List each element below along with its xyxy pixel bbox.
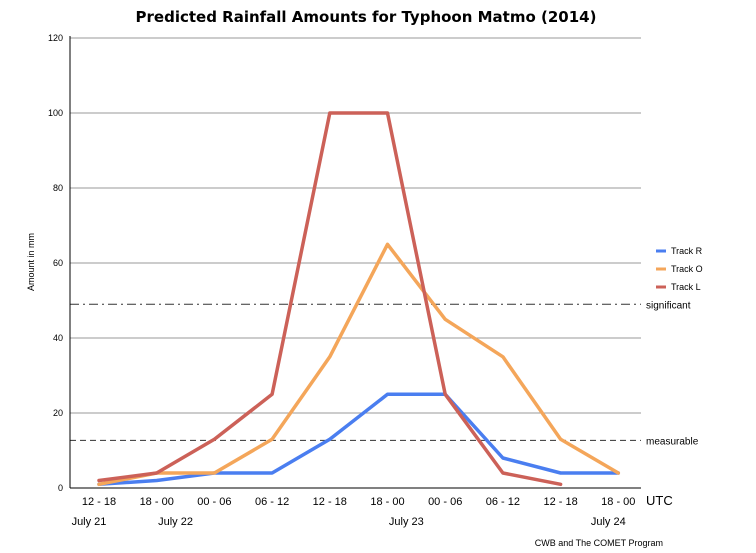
x-axis-unit: UTC [646,493,673,508]
y-tick-label: 80 [53,183,63,193]
credit-text: CWB and The COMET Program [535,538,663,548]
x-tick-label: 18 - 00 [370,496,404,508]
date-label: July 21 [72,516,107,528]
x-tick-labels: 12 - 18 18 - 00 00 - 06 06 - 12 12 - 18 18 - … [82,496,636,508]
date-label: July 24 [591,516,626,528]
reference-line-label: measurable [646,436,699,447]
legend-label: Track L [671,282,701,292]
y-tick-labels: 0 20 40 60 80 100 120 [48,33,63,493]
series-line [97,242,621,487]
reference-line-label: significant [646,300,691,311]
x-tick-label: 06 - 12 [255,496,289,508]
date-label: July 22 [158,516,193,528]
date-label: July 23 [389,516,424,528]
y-tick-label: 0 [58,483,63,493]
series-lines [97,111,621,487]
y-tick-label: 40 [53,333,63,343]
y-tick-label: 20 [53,408,63,418]
y-tick-label: 100 [48,108,63,118]
x-tick-label: 00 - 06 [197,496,231,508]
x-tick-label: 12 - 18 [543,496,577,508]
x-tick-label: 12 - 18 [82,496,116,508]
y-tick-label: 120 [48,33,63,43]
x-tick-label: 00 - 06 [428,496,462,508]
date-labels: July 21 July 22 July 23 July 24 [72,516,626,528]
y-axis-label: Amount in mm [26,233,36,291]
legend-label: Track O [671,264,703,274]
chart-title: Predicted Rainfall Amounts for Typhoon M… [136,8,597,26]
axes [69,36,641,489]
series-line [97,111,563,487]
y-tick-label: 60 [53,258,63,268]
gridlines [70,37,641,414]
reference-lines: significant measurable [70,300,699,447]
legend: Track R Track O Track L [656,246,703,292]
x-tick-label: 18 - 00 [601,496,635,508]
series-line [97,392,621,487]
legend-label: Track R [671,246,703,256]
x-tick-label: 12 - 18 [313,496,347,508]
x-tick-label: 18 - 00 [140,496,174,508]
x-tick-label: 06 - 12 [486,496,520,508]
